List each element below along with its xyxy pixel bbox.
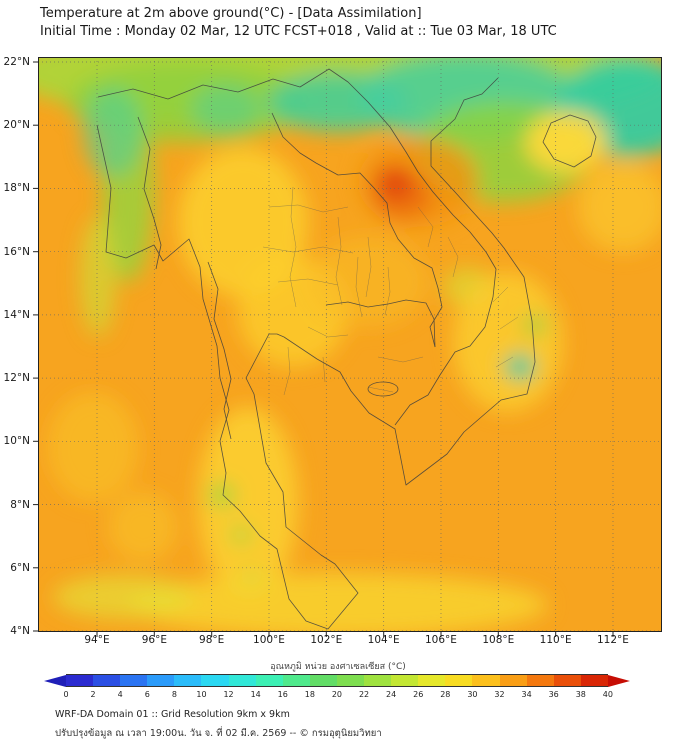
colorbar-tick-label: 4 [117,690,123,699]
colorbar-ticks: 0 2 4 6 8 10 12 14 16 18 20 22 24 26 28 … [53,690,621,699]
colorbar-label: อุณหภูมิ หน่วย องศาเซลเซียส (°C) [270,662,406,672]
latitude-axis: 22°N 20°N 18°N 16°N 14°N 12°N 10°N 8°N 6… [0,55,34,638]
lat-tick-label: 12°N [3,372,30,385]
lat-tick-label: 4°N [10,624,30,637]
temperature-field-blobs [38,57,662,632]
lat-tick-label: 20°N [3,119,30,132]
lon-tick-label: 100°E [253,634,285,646]
chart-title: Temperature at 2m above ground(°C) - [Da… [40,6,422,21]
colorbar-tick-label: 28 [440,690,451,699]
temperature-map [33,57,662,637]
lat-tick-label: 22°N [3,56,30,68]
colorbar [44,674,630,687]
lon-tick-label: 112°E [596,634,629,646]
lon-tick-label: 106°E [425,634,457,646]
colorbar-tick-label: 24 [386,690,397,699]
lat-tick-label: 6°N [10,561,30,574]
lat-tick-label: 14°N [3,308,30,321]
lat-tick-label: 10°N [3,435,30,448]
border-thai-myanmar [207,261,232,440]
lat-tick-label: 18°N [3,182,30,195]
colorbar-tick-label: 38 [575,690,586,699]
colorbar-tick-label: 30 [467,690,478,699]
border-cambodia-vietnam [394,296,494,426]
longitude-axis: 94°E 96°E 98°E 100°E 102°E 104°E 106°E 1… [74,634,636,646]
border-mekong [271,112,443,348]
colorbar-tick-label: 10 [196,690,207,699]
lat-tick-label: 8°N [10,498,30,511]
lon-tick-label: 102°E [310,634,343,646]
lake-tonle-sap [367,381,399,397]
lat-tick-label: 16°N [3,245,30,258]
grid-lines [38,57,662,632]
border-myanmar-internal [137,116,162,270]
colorbar-tick-label: 22 [358,690,370,699]
colorbar-tick-label: 20 [331,690,343,699]
footer-domain-info: WRF-DA Domain 01 :: Grid Resolution 9km … [55,709,290,720]
colorbar-gradient [66,674,608,687]
colorbar-tick-label: 18 [304,690,315,699]
border-china [97,68,497,298]
colorbar-tick-label: 26 [413,690,424,699]
colorbar-tick-label: 14 [250,690,261,699]
axis-ticks [33,61,614,637]
chart-subtitle: Initial Time : Monday 02 Mar, 12 UTC FCS… [40,24,557,39]
province-borders [262,186,519,396]
colorbar-underflow-arrow [44,674,66,687]
lon-tick-label: 94°E [84,634,110,646]
colorbar-tick-label: 6 [144,690,150,699]
map-frame [38,57,662,632]
lon-tick-label: 110°E [539,634,572,646]
border-thai-cambodia [325,299,436,348]
coastline-path [96,77,536,630]
colorbar-tick-label: 8 [171,690,177,699]
colorbar-tick-label: 2 [90,690,96,699]
colorbar-tick-label: 12 [223,690,234,699]
colorbar-overflow-arrow [608,674,630,687]
borders-layer [96,68,597,630]
footer-update-info: ปรับปรุงข้อมูล ณ เวลา 19:00น. วัน จ. ที่… [55,728,382,739]
colorbar-tick-label: 40 [602,690,613,699]
lon-tick-label: 96°E [141,634,167,646]
colorbar-tick-label: 16 [277,690,288,699]
colorbar-tick-label: 34 [521,690,532,699]
colorbar-tick-label: 36 [548,690,559,699]
colorbar-tick-label: 0 [63,690,69,699]
lon-tick-label: 98°E [199,634,225,646]
lon-tick-label: 104°E [367,634,400,646]
island-hainan [542,114,597,168]
lon-tick-label: 108°E [482,634,515,646]
colorbar-tick-label: 32 [494,690,505,699]
